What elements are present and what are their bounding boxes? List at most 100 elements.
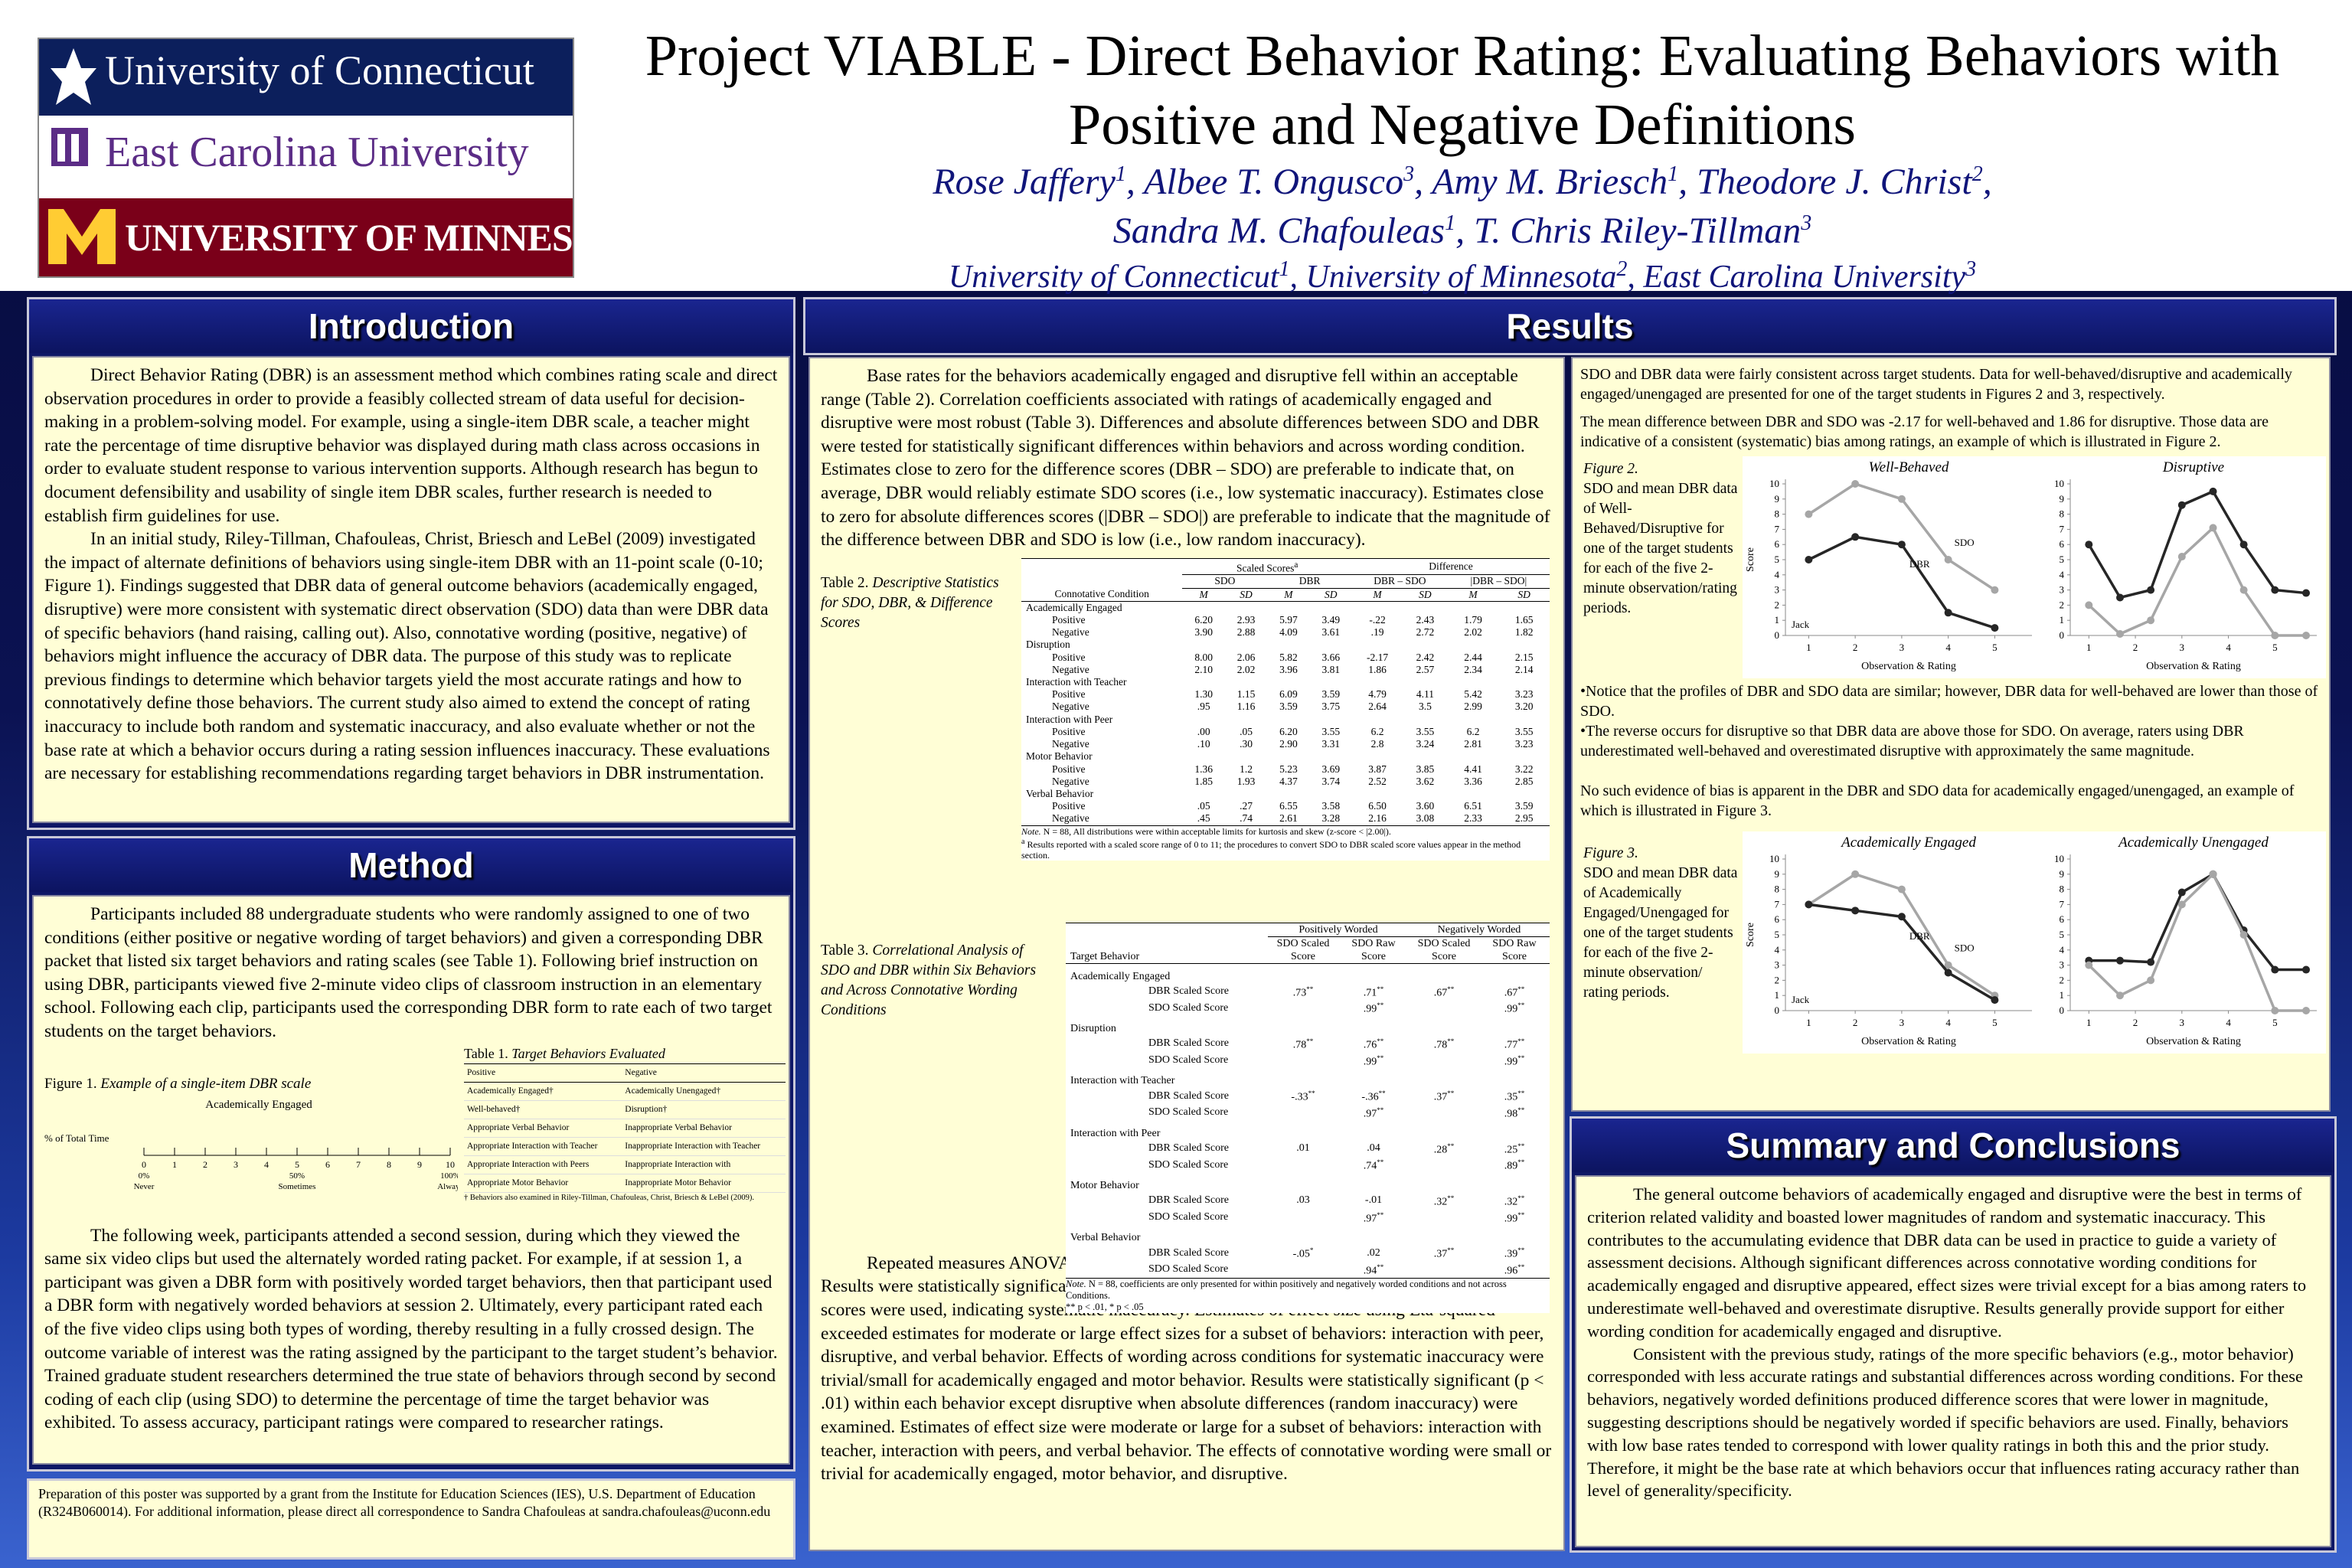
note-label: Note. [1021,825,1041,837]
table-cell: 3.96 [1279,663,1298,675]
table-cell: .04 [1367,1142,1380,1155]
table-cell: 6.50 [1368,800,1387,812]
table-row: Positive .00 .05 6.20 3.55 6.2 3.55 6.2 3.55 [1021,726,1550,738]
table1: Table 1. Target Behaviors Evaluated Posi… [464,1044,786,1204]
group-name: Verbal Behavior [1070,1232,1141,1244]
paragraph: The mean difference between DBR and SDO … [1580,413,2269,450]
table-cell [1409,1156,1479,1173]
superscript: 3 [1965,257,1977,281]
table-cell [1409,1261,1479,1278]
superscript: 3 [1403,162,1415,186]
header-row: Target Behavior SDO Scaled Score SDO Raw S… [1066,936,1550,964]
uconn-emblem [51,48,96,105]
x-tick-label: 2 [1853,642,1858,653]
affiliations: University of Connecticut1, University o… [612,247,2312,300]
y-tick-label: 7 [2060,523,2065,534]
row-label: Negative [1052,701,1089,713]
paragraph: Participants included 88 undergraduate s… [44,904,773,1041]
table-caption: Table 1. Target Behaviors Evaluated [464,1044,786,1063]
series-line [2087,489,2307,599]
table-cell: .45 [1197,812,1210,825]
table-cell [1409,999,1479,1016]
point [2177,900,2186,909]
percent-label: 50% [289,1171,305,1181]
row-label: Positive [1052,688,1086,701]
authors-line: Sandra M. Chafouleas1, T. Chris Riley-Ti… [612,201,2312,254]
tick-label: 9 [417,1159,422,1170]
stat-header: SD [1498,588,1550,602]
table-cell: .73** [1292,985,1314,999]
superscript: 2 [1616,257,1628,281]
x-tick-label: 3 [2180,1017,2185,1028]
chart-title: Academically Engaged [1840,835,1976,851]
figure2: Figure 2. SDO and mean DBR data of Well-B… [1580,452,2326,681]
x-tick-label: 4 [1945,642,1951,653]
row-label: Positive [1052,800,1086,812]
tick-label: 3 [234,1159,238,1170]
table-cell: 3.49 [1321,614,1341,626]
scale-item: Academically Engaged [205,1099,312,1111]
point [2177,501,2186,509]
x-tick-label: 2 [1853,1017,1858,1028]
table-row: DBR Scaled Score .73** .71** .67** .67** [1066,983,1550,1000]
chart-title: Academically Unengaged [2117,835,2269,851]
table-cell: Inappropriate Interaction with [622,1155,786,1174]
point [1851,533,1860,541]
table-cell: 2.34 [1464,663,1482,675]
y-tick-label: 5 [1775,554,1780,565]
header-row: SDO DBR DBR – SDO |DBR – SDO| [1021,574,1550,589]
table-cell: .32** [1433,1194,1455,1208]
author-name: T. Chris Riley-Tillman [1474,211,1802,251]
table-note: Note. N = 88, coefficients are only pres… [1066,1277,1550,1313]
table-cell: .35** [1504,1089,1525,1104]
y-tick-label: 3 [2060,584,2065,596]
author-name: Sandra M. Chafouleas [1112,211,1446,251]
first-header: Target Behavior [1066,936,1268,964]
author-name: East Carolina University [1643,260,1966,295]
table-cell: Academically Engaged† [464,1082,622,1101]
table-cell: 1.15 [1236,688,1256,701]
table-cell: 1.36 [1194,763,1213,775]
point [1991,624,1999,632]
y-axis-label: Score [1745,547,1756,572]
group-name: Interaction with Peer [1070,1127,1161,1139]
spacer [1066,1087,1144,1104]
table-note: † Behaviors also examined in Riley-Tillm… [464,1193,755,1202]
point [1851,906,1860,915]
tick-label: 10 [446,1159,455,1170]
table-cell: 1.79 [1464,614,1482,626]
table-cell: .30 [1240,738,1253,750]
group-name: Academically Engaged [1070,970,1171,982]
table-cell: .99** [1504,1001,1525,1016]
table-caption: Table 2. Descriptive Statistics for SDO,… [821,573,1012,633]
row-label: DBR Scaled Score [1148,1194,1229,1207]
row-label: Positive [1052,651,1086,663]
table-cell: 5.97 [1279,614,1298,626]
table-cell: 3.20 [1514,701,1534,713]
table-cell: 2.42 [1416,651,1435,663]
table-cell: .71** [1363,985,1384,999]
group-name: Motor Behavior [1070,1180,1139,1191]
y-tick-label: 3 [2060,959,2065,971]
table: Positively Worded Negatively Worded Target… [1066,922,1550,1278]
table-cell: .05 [1240,725,1253,737]
y-tick-label: 6 [1775,913,1780,925]
y-tick-label: 1 [2060,614,2065,626]
series-label: DBR [1909,558,1930,570]
series-label: SDO [1955,537,1975,548]
separator: , [1289,260,1298,295]
tick-label: 1 [172,1159,177,1170]
point [2239,541,2248,549]
table2-block: Table 2. Descriptive Statistics for SDO,… [821,557,1553,918]
row-label: DBR Scaled Score [1148,1142,1229,1155]
superscript: 1 [1445,211,1456,235]
y-tick-label: 1 [1775,989,1780,1001]
stat-header: M [1182,588,1225,602]
table-cell: 3.36 [1464,775,1482,787]
table-row: DBR Scaled Score -.33** -.36** .37** .35** [1066,1087,1550,1104]
header-row: Positive Negative [464,1063,786,1083]
author-name: University of Connecticut [948,260,1279,295]
y-tick-label: 4 [2060,944,2065,956]
table-row: Negative .95 1.16 3.59 3.75 2.64 3.5 2.99 3.20 [1021,701,1550,713]
table-cell: 3.90 [1194,626,1213,639]
